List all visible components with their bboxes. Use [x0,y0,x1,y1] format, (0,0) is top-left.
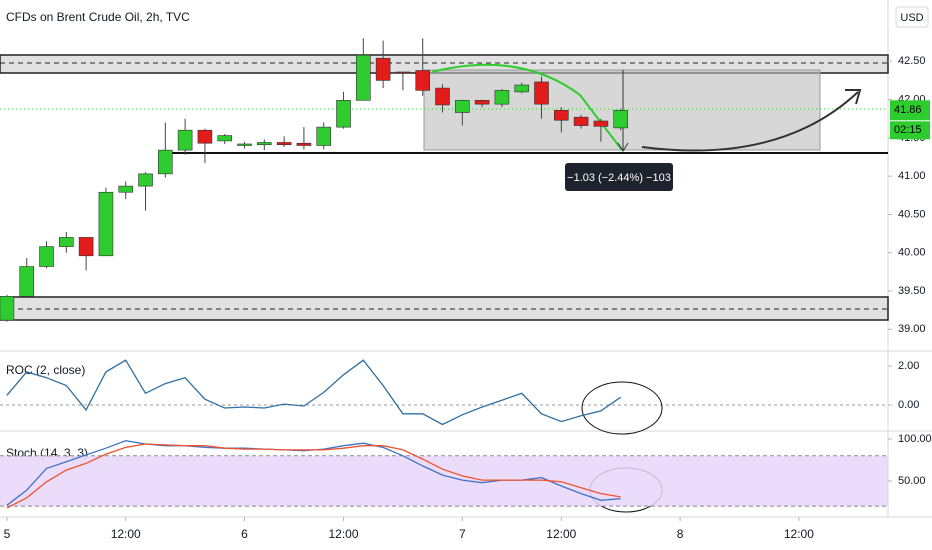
x-tick-label: 12:00 [111,527,141,541]
candle-body [494,90,510,105]
chart-title: CFDs on Brent Crude Oil, 2h, TVC [6,10,190,24]
drawings: −1.03 (−2.44%) −103 [0,54,889,513]
x-tick-label: 12:00 [329,527,359,541]
y-tick-label: 2.00 [898,360,919,372]
last-price-label: 41.86 [894,104,922,116]
stoch-band [0,455,888,507]
y-tick-label: 40.50 [898,208,926,220]
candle-body [276,142,292,146]
candle-body [613,109,629,129]
x-tick-label: 5 [4,527,11,541]
x-tick-label: 6 [241,527,248,541]
candle-body [474,100,490,105]
candle-body [336,100,351,128]
candle-body [415,70,431,91]
candle-body [395,71,411,74]
x-tick-label: 12:00 [546,527,576,541]
y-tick-label: 100.00 [898,433,932,445]
candle-body [19,266,35,297]
candle-body [158,149,173,175]
currency: USD [900,12,923,24]
candle-body [78,237,94,257]
y-tick-label: 40.00 [898,247,926,259]
projection-arrow [845,89,862,105]
candle-body [138,173,153,187]
projection-curve [641,91,859,152]
candle-body [455,100,470,113]
candle-body [257,142,272,146]
candle-body [296,142,312,146]
measure-arrow [617,142,629,152]
indicator-line [6,443,621,509]
measure-label-bg [565,163,673,191]
currency-box [895,6,929,28]
candle-body [573,116,589,126]
candle-body [435,87,450,106]
candle-body [118,185,134,193]
countdown-label: 02:15 [894,124,922,136]
candle-body [593,120,609,127]
candle-body [514,84,530,93]
candle-body [237,143,252,146]
candle-body [534,81,549,105]
candle-body [375,57,391,81]
x-tick-label: 8 [677,527,684,541]
candle-body [217,135,233,142]
y-tick-label: 41.00 [898,170,926,182]
candle-body [39,246,54,267]
y-tick-label: 39.00 [898,323,926,335]
candle-body [177,129,193,151]
candle-body [197,129,213,144]
candle-body [59,237,74,247]
y-tick-label: 42.50 [898,55,926,67]
candle-body [98,191,114,257]
x-tick-label: 7 [459,527,466,541]
candle-body [554,109,569,121]
projection-arc [431,63,623,151]
measure-label: −1.03 (−2.44%) −103 [567,172,671,184]
candle-body [0,296,15,321]
x-tick-label: 12:00 [784,527,814,541]
countdown-box [890,121,930,140]
y-tick-label: 39.50 [898,285,926,297]
last-price-box [890,100,930,121]
y-tick-label: 0.00 [898,399,919,411]
roc-circle [581,381,663,435]
y-tick-label: 50.00 [898,475,926,487]
roc-title: ROC (2, close) [6,363,85,377]
candle-body [316,126,332,146]
candle-body [356,54,371,101]
indicator-line [6,359,622,426]
